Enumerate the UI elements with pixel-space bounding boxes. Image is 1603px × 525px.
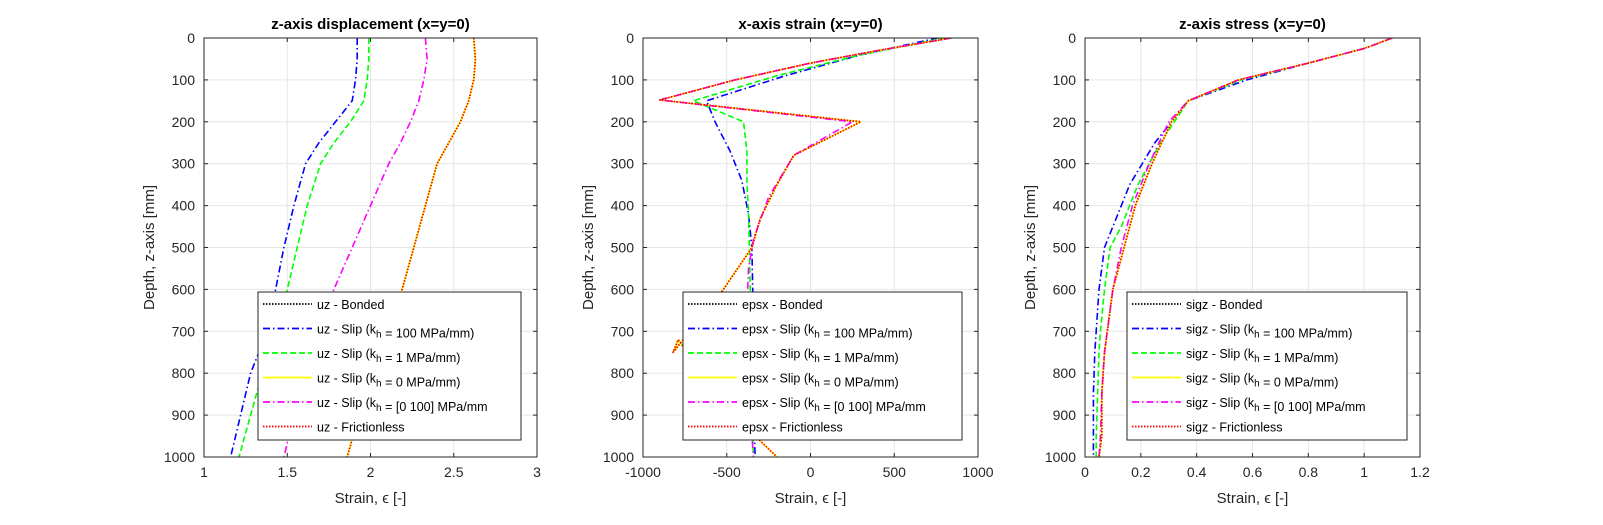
x-tick-label: 2.5 bbox=[444, 464, 464, 480]
legend-label: sigz - Slip (kh = 0 MPa/mm) bbox=[1186, 372, 1338, 390]
x-tick-label: 1 bbox=[1360, 464, 1368, 480]
y-tick-label: 600 bbox=[611, 281, 635, 297]
x-tick-label: 1.5 bbox=[278, 464, 298, 480]
y-tick-label: 300 bbox=[611, 156, 635, 172]
legend-label: epsx - Frictionless bbox=[742, 421, 843, 435]
chart-title: x-axis strain (x=y=0) bbox=[738, 16, 882, 33]
legend-box bbox=[257, 291, 522, 441]
y-tick-label: 200 bbox=[1053, 114, 1077, 130]
x-tick-label: 500 bbox=[883, 464, 907, 480]
y-axis-label: Depth, z-axis [mm] bbox=[1022, 185, 1039, 310]
x-axis-label: Strain, ϵ [-] bbox=[335, 490, 407, 507]
x-tick-label: 1 bbox=[200, 464, 208, 480]
legend-label: epsx - Slip (kh = 0 MPa/mm) bbox=[742, 372, 899, 390]
x-tick-label: 0 bbox=[807, 464, 815, 480]
y-axis-label: Depth, z-axis [mm] bbox=[580, 185, 597, 310]
y-tick-label: 500 bbox=[1053, 240, 1077, 256]
legend-label: epsx - Slip (kh = 1 MPa/mm) bbox=[742, 347, 899, 365]
x-tick-label: 0.2 bbox=[1131, 464, 1151, 480]
y-tick-label: 800 bbox=[1053, 365, 1077, 381]
legend-label: uz - Slip (kh = [0 100] MPa/mm bbox=[317, 396, 488, 414]
y-tick-label: 100 bbox=[611, 72, 635, 88]
y-tick-label: 800 bbox=[611, 365, 635, 381]
y-tick-label: 200 bbox=[172, 114, 196, 130]
legend-label: uz - Bonded bbox=[317, 298, 384, 312]
x-tick-label: 0.4 bbox=[1187, 464, 1207, 480]
legend-box bbox=[682, 291, 963, 441]
y-tick-label: 300 bbox=[172, 156, 196, 172]
legend-label: uz - Slip (kh = 1 MPa/mm) bbox=[317, 347, 460, 365]
y-tick-label: 500 bbox=[172, 240, 196, 256]
x-tick-label: 0.8 bbox=[1299, 464, 1319, 480]
legend-label: sigz - Slip (kh = [0 100] MPa/mm bbox=[1186, 396, 1366, 414]
y-tick-label: 1000 bbox=[1045, 449, 1076, 465]
y-tick-label: 100 bbox=[1053, 72, 1077, 88]
y-tick-label: 900 bbox=[611, 407, 635, 423]
y-tick-label: 900 bbox=[172, 407, 196, 423]
x-tick-label: 0 bbox=[1081, 464, 1089, 480]
y-tick-label: 700 bbox=[1053, 323, 1077, 339]
y-tick-label: 0 bbox=[187, 30, 195, 46]
legend: epsx - Bonded epsx - Slip (kh = 100 MPa/m… bbox=[682, 291, 963, 441]
series-line-3 bbox=[238, 38, 370, 457]
chart-title: z-axis stress (x=y=0) bbox=[1179, 16, 1326, 33]
x-axis-label: Strain, ϵ [-] bbox=[775, 490, 847, 507]
y-tick-label: 400 bbox=[172, 198, 196, 214]
y-tick-label: 900 bbox=[1053, 407, 1077, 423]
legend: sigz - Bonded sigz - Slip (kh = 100 MPa/m… bbox=[1126, 291, 1408, 441]
series-line-6 bbox=[1098, 38, 1393, 457]
series-line-2 bbox=[229, 38, 358, 457]
y-tick-label: 700 bbox=[611, 323, 635, 339]
chart-panel-3: 0 0.2 0.4 0.6 0.8 1 1.2 0 100 200 300 400 500 600 700 8… bbox=[1022, 16, 1430, 507]
y-tick-label: 400 bbox=[611, 198, 635, 214]
y-tick-label: 700 bbox=[172, 323, 196, 339]
chart-panel-2: -1000 -500 0 500 1000 0 100 200 300 400 500 600 700 8… bbox=[580, 16, 994, 507]
legend: uz - Bonded uz - Slip (kh = 100 MPa/mm) uz… bbox=[257, 291, 522, 441]
x-tick-label: 1000 bbox=[962, 464, 993, 480]
x-tick-label: -500 bbox=[713, 464, 741, 480]
legend-label: sigz - Frictionless bbox=[1186, 421, 1283, 435]
x-tick-label: -1000 bbox=[625, 464, 661, 480]
legend-label: epsx - Bonded bbox=[742, 298, 823, 312]
chart-title: z-axis displacement (x=y=0) bbox=[271, 16, 469, 33]
chart-panel-1: 1 1.5 2 2.5 3 0 100 200 300 400 500 600 700 800 900 100… bbox=[141, 16, 541, 507]
legend-label: epsx - Slip (kh = [0 100] MPa/mm bbox=[742, 396, 926, 414]
legend-label: sigz - Slip (kh = 1 MPa/mm) bbox=[1186, 347, 1338, 365]
y-tick-label: 100 bbox=[172, 72, 196, 88]
legend-label: sigz - Bonded bbox=[1186, 298, 1262, 312]
y-tick-label: 500 bbox=[611, 240, 635, 256]
x-tick-label: 3 bbox=[533, 464, 541, 480]
y-tick-label: 600 bbox=[172, 281, 196, 297]
y-tick-label: 0 bbox=[626, 30, 634, 46]
y-tick-label: 200 bbox=[611, 114, 635, 130]
legend-label: epsx - Slip (kh = 100 MPa/mm) bbox=[742, 323, 913, 341]
x-tick-label: 2 bbox=[367, 464, 375, 480]
legend-box bbox=[1126, 291, 1408, 441]
y-tick-label: 300 bbox=[1053, 156, 1077, 172]
y-axis-label: Depth, z-axis [mm] bbox=[141, 185, 158, 310]
y-tick-label: 600 bbox=[1053, 281, 1077, 297]
y-tick-label: 400 bbox=[1053, 198, 1077, 214]
legend-label: sigz - Slip (kh = 100 MPa/mm) bbox=[1186, 323, 1352, 341]
y-tick-label: 800 bbox=[172, 365, 196, 381]
legend-label: uz - Slip (kh = 0 MPa/mm) bbox=[317, 372, 460, 390]
y-tick-label: 1000 bbox=[603, 449, 634, 465]
x-tick-label: 1.2 bbox=[1410, 464, 1430, 480]
x-axis-label: Strain, ϵ [-] bbox=[1217, 490, 1289, 507]
y-tick-label: 1000 bbox=[164, 449, 195, 465]
series-line-6 bbox=[346, 38, 477, 457]
legend-label: uz - Slip (kh = 100 MPa/mm) bbox=[317, 323, 474, 341]
y-tick-label: 0 bbox=[1068, 30, 1076, 46]
x-tick-label: 0.6 bbox=[1243, 464, 1263, 480]
legend-label: uz - Frictionless bbox=[317, 421, 405, 435]
